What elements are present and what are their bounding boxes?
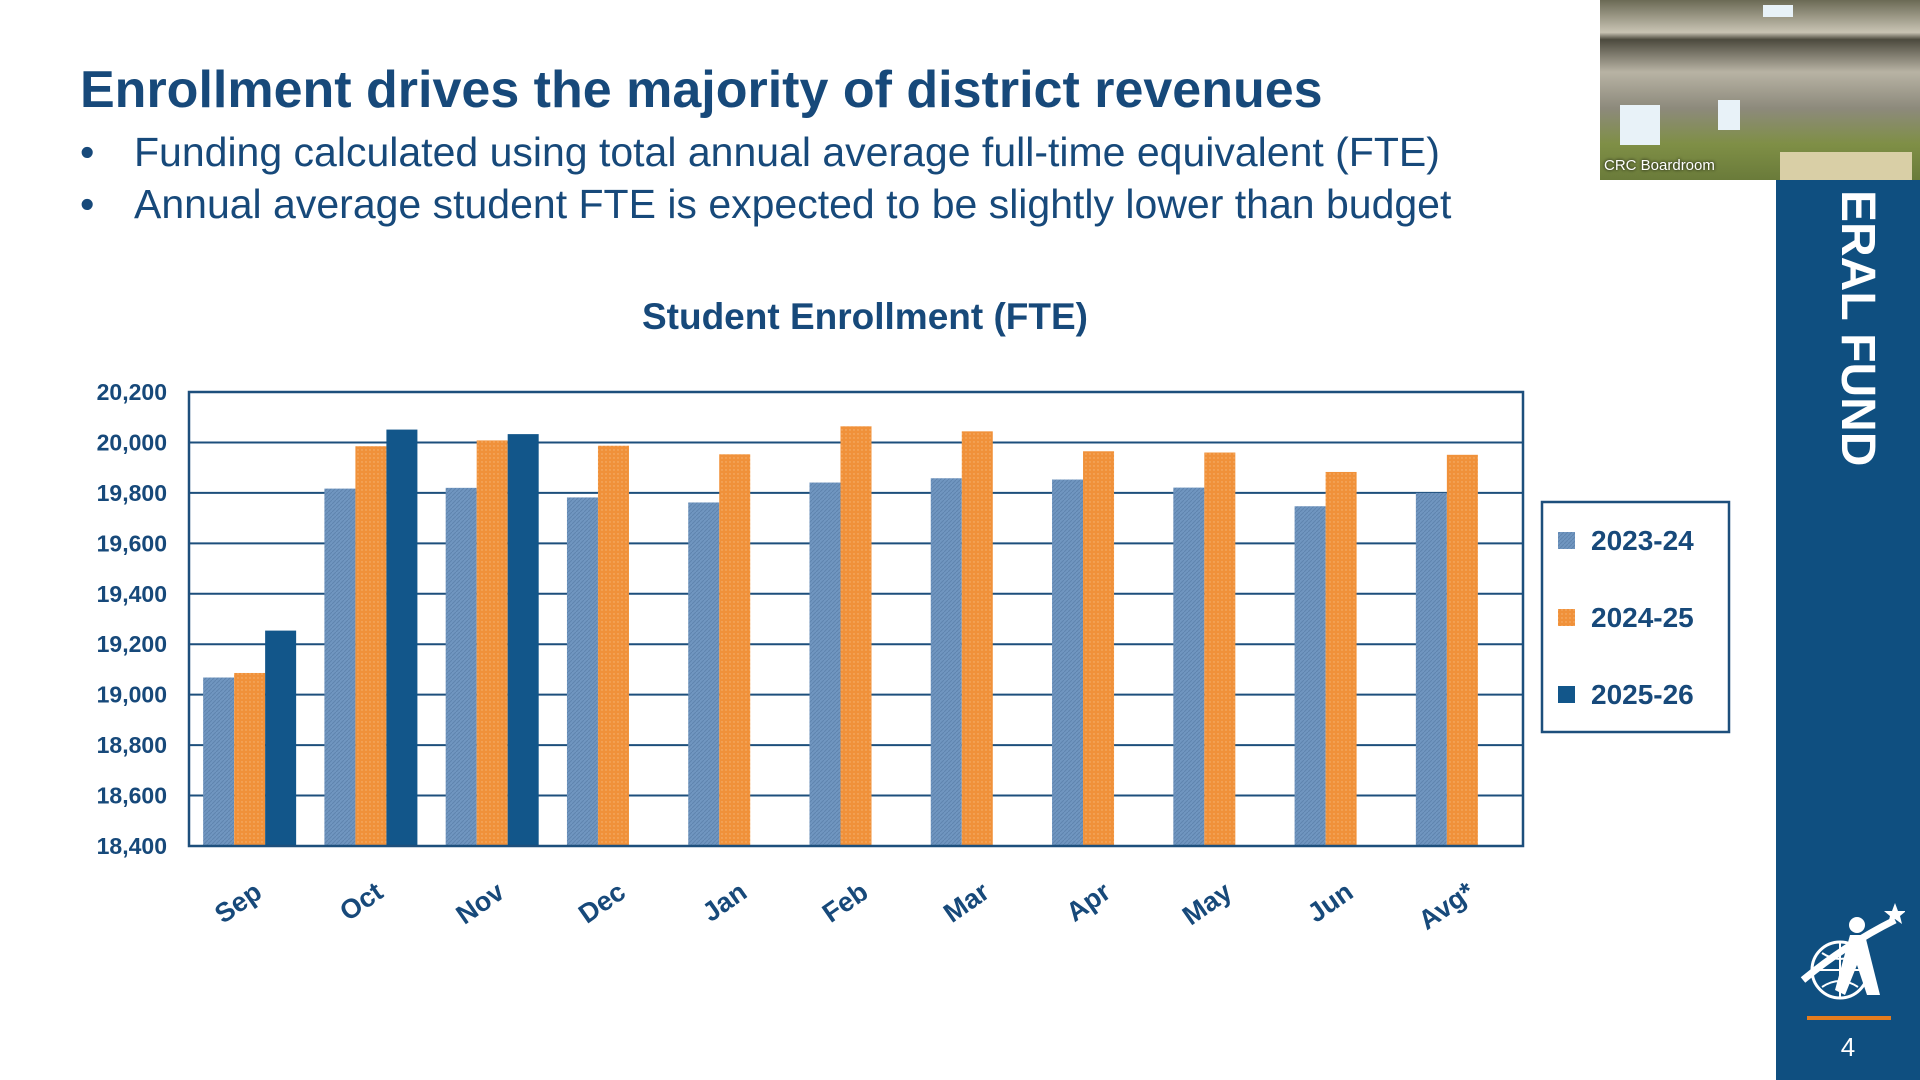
legend-label: 2025-26 (1591, 679, 1694, 710)
page-number: 4 (1840, 1032, 1856, 1062)
bar-2023-24-May (1173, 487, 1205, 846)
bar-2024-25-Apr (1083, 451, 1115, 846)
webcam-video: CRC Boardroom (1600, 0, 1920, 180)
bullet-list: Funding calculated using total annual av… (80, 126, 1451, 230)
x-tick-label: Jan (697, 876, 752, 927)
bar-2024-25-Jun (1325, 471, 1357, 846)
bar-2024-25-Avg* (1446, 454, 1478, 846)
legend-label: 2024-25 (1591, 602, 1694, 633)
y-tick-label: 18,400 (97, 833, 167, 859)
y-tick-label: 19,800 (97, 480, 167, 506)
sidebar-band (1776, 180, 1920, 1080)
bar-2023-24-Dec (566, 497, 598, 846)
district-logo-icon (1800, 903, 1905, 1000)
bar-2023-24-Jan (688, 502, 720, 846)
x-tick-label: Oct (334, 876, 388, 926)
accent-line (1807, 1016, 1891, 1020)
x-tick-label: Sep (209, 876, 267, 929)
y-tick-label: 18,800 (97, 732, 167, 758)
y-tick-label: 19,400 (97, 581, 167, 607)
x-tick-label: Feb (817, 876, 874, 928)
slide-title: Enrollment drives the majority of distri… (80, 61, 1323, 119)
bullet-item: Annual average student FTE is expected t… (80, 178, 1451, 230)
bar-2024-25-Oct (355, 446, 387, 846)
legend-swatch (1558, 609, 1575, 626)
bar-2023-24-Oct (324, 488, 356, 846)
x-tick-label: Dec (573, 876, 631, 929)
bar-2024-25-Feb (840, 426, 872, 846)
section-label: ERAL FUND (1831, 190, 1884, 467)
bullet-item: Funding calculated using total annual av… (80, 126, 1451, 178)
bar-2023-24-Feb (809, 482, 841, 846)
bar-2023-24-Jun (1294, 506, 1326, 846)
y-tick-label: 19,000 (97, 682, 167, 708)
y-tick-label: 20,200 (97, 379, 167, 405)
legend-swatch (1558, 532, 1575, 549)
webcam-label: CRC Boardroom (1604, 157, 1715, 174)
bar-2024-25-Dec (597, 445, 629, 846)
x-tick-label: Nov (451, 876, 510, 930)
legend-swatch (1558, 686, 1575, 703)
x-tick-label: Jun (1302, 876, 1359, 928)
y-tick-label: 20,000 (97, 429, 167, 455)
bar-2025-26-Sep (265, 630, 297, 846)
bar-2023-24-Apr (1052, 479, 1084, 846)
bar-2023-24-Avg* (1415, 492, 1447, 846)
x-tick-label: Avg* (1413, 876, 1480, 936)
bar-2024-25-Sep (234, 672, 266, 846)
bar-2024-25-Mar (961, 431, 993, 846)
legend-label: 2023-24 (1591, 525, 1694, 556)
x-tick-label: Apr (1061, 876, 1117, 928)
x-tick-label: May (1177, 876, 1237, 931)
bar-2025-26-Nov (507, 434, 539, 846)
bar-2025-26-Oct (386, 429, 418, 846)
bar-2023-24-Nov (445, 487, 477, 846)
bar-2023-24-Mar (930, 478, 962, 846)
enrollment-chart: 18,400 18,600 18,800 19,000 19,200 19,400 19,6… (97, 379, 1731, 936)
y-tick-label: 19,200 (97, 631, 167, 657)
y-tick-label: 19,600 (97, 530, 167, 556)
plot-frame (187, 390, 1525, 848)
bar-2023-24-Sep (203, 677, 235, 846)
bar-2024-25-May (1204, 452, 1236, 846)
y-tick-label: 18,600 (97, 783, 167, 809)
bar-2024-25-Nov (476, 440, 508, 846)
x-tick-label: Mar (938, 876, 995, 928)
bar-2024-25-Jan (719, 454, 751, 846)
chart-title: Student Enrollment (FTE) (641, 296, 1089, 337)
